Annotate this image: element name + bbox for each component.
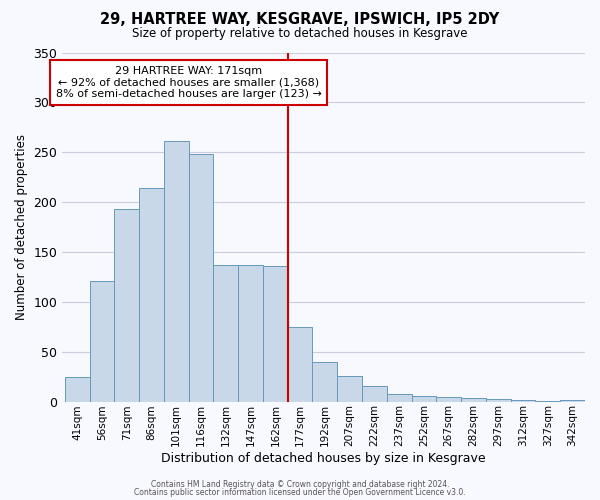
Bar — [238, 265, 263, 402]
Bar — [139, 188, 164, 402]
Bar — [337, 376, 362, 402]
Text: Size of property relative to detached houses in Kesgrave: Size of property relative to detached ho… — [132, 28, 468, 40]
Bar — [560, 400, 585, 402]
Bar — [164, 142, 188, 402]
Y-axis label: Number of detached properties: Number of detached properties — [15, 134, 28, 320]
Text: 29, HARTREE WAY, KESGRAVE, IPSWICH, IP5 2DY: 29, HARTREE WAY, KESGRAVE, IPSWICH, IP5 … — [100, 12, 500, 28]
Text: Contains HM Land Registry data © Crown copyright and database right 2024.: Contains HM Land Registry data © Crown c… — [151, 480, 449, 489]
Bar — [288, 326, 313, 402]
Text: Contains public sector information licensed under the Open Government Licence v3: Contains public sector information licen… — [134, 488, 466, 497]
Bar — [188, 154, 214, 402]
Text: 29 HARTREE WAY: 171sqm
← 92% of detached houses are smaller (1,368)
8% of semi-d: 29 HARTREE WAY: 171sqm ← 92% of detached… — [56, 66, 322, 99]
Bar — [214, 265, 238, 402]
Bar — [362, 386, 387, 402]
Bar — [65, 376, 89, 402]
Bar — [511, 400, 535, 402]
Bar — [89, 281, 115, 402]
Bar — [486, 398, 511, 402]
Bar — [412, 396, 436, 402]
Bar — [115, 209, 139, 402]
Bar — [436, 396, 461, 402]
Bar — [535, 400, 560, 402]
Bar — [263, 266, 288, 402]
Bar — [461, 398, 486, 402]
Bar — [387, 394, 412, 402]
Bar — [313, 362, 337, 402]
X-axis label: Distribution of detached houses by size in Kesgrave: Distribution of detached houses by size … — [161, 452, 486, 465]
